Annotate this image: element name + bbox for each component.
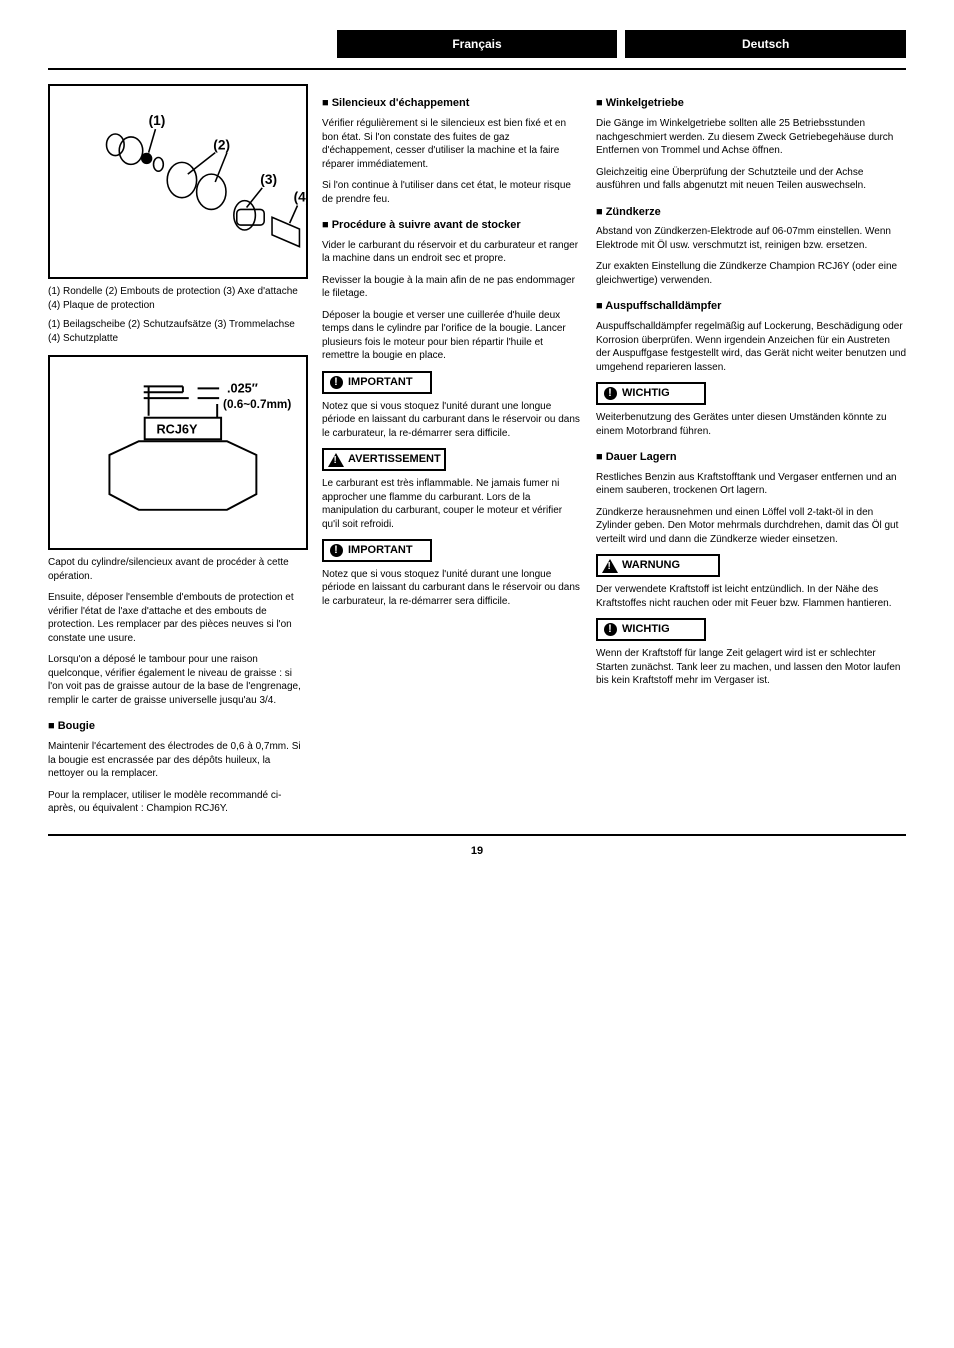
heading-stockage: ■ Procédure à suivre avant de stocker: [322, 218, 582, 233]
rule-top: [48, 68, 906, 70]
heading-zundkerze: ■ Zündkerze: [596, 205, 906, 220]
col1-p2: Lorsqu'on a déposé le tambour pour une r…: [48, 653, 308, 707]
c1-bougie-text: Maintenir l'écartement des électrodes de…: [48, 740, 308, 781]
c2-important-note: Notez que si vous stoquez l'unité durant…: [322, 568, 582, 609]
gap-label-top: .025″: [227, 380, 258, 395]
c2-stock2: Revisser la bougie à la main afin de ne …: [322, 274, 582, 301]
c3-zund2: Zur exakten Einstellung die Zündkerze Ch…: [596, 260, 906, 287]
lang-header-de: Deutsch: [625, 30, 906, 58]
heading-bougie: ■ Bougie: [48, 719, 308, 734]
heading-lagern: ■ Dauer Lagern: [596, 450, 906, 465]
c1-bougie-replace: Pour la remplacer, utiliser le modèle re…: [48, 789, 308, 816]
fig1-callout-1: (1): [149, 113, 166, 128]
callout-important-fr-2: ! IMPORTANT: [322, 539, 432, 562]
fig1-legend-de: (1) Beilagscheibe (2) Schutzaufsätze (3)…: [48, 318, 308, 345]
c2-stock1: Vider le carburant du réservoir et du ca…: [322, 239, 582, 266]
important-icon: !: [603, 623, 617, 637]
gap-label-bot: (0.6~0.7mm): [223, 398, 291, 411]
c3-ausp-wichtig: Weiterbenutzung des Gerätes unter diesen…: [596, 411, 906, 438]
important-icon: !: [603, 387, 617, 401]
callout-important-label: IMPORTANT: [348, 375, 413, 390]
c2-sil1: Vérifier régulièrement si le silencieux …: [322, 117, 582, 171]
c3-warn-text: Der verwendete Kraftstoff ist leicht ent…: [596, 583, 906, 610]
heading-auspuff: ■ Auspuffschalldämpfer: [596, 299, 906, 314]
fig1-callout-3: (3): [260, 172, 277, 187]
callout-warning-fr: AVERTISSEMENT: [322, 448, 446, 471]
heading-silencieux: ■ Silencieux d'échappement: [322, 96, 582, 111]
callout-wichtig-1: ! WICHTIG: [596, 382, 706, 405]
callout-wichtig-label: WICHTIG: [622, 386, 670, 401]
c3-zund1: Abstand von Zündkerzen-Elektrode auf 06-…: [596, 225, 906, 252]
c2-stock3: Déposer la bougie et verser une cuilleré…: [322, 309, 582, 363]
important-icon: !: [329, 375, 343, 389]
callout-important-label2: IMPORTANT: [348, 543, 413, 558]
important-icon: !: [329, 543, 343, 557]
c3-wichtig2: Wenn der Kraftstoff für lange Zeit gelag…: [596, 647, 906, 688]
callout-important-fr-1: ! IMPORTANT: [322, 371, 432, 394]
callout-warnung-label: WARNUNG: [622, 558, 680, 573]
c3-gear1: Die Gänge im Winkelgetriebe sollten alle…: [596, 117, 906, 158]
fig1-callout-2: (2): [213, 138, 230, 153]
callout-wichtig-label2: WICHTIG: [622, 622, 670, 637]
c3-lager1: Restliches Benzin aus Kraftstofftank und…: [596, 471, 906, 498]
spark-plug-model: RCJ6Y: [156, 422, 198, 437]
c2-sil2: Si l'on continue à l'utiliser dans cet é…: [322, 179, 582, 206]
callout-wichtig-2: ! WICHTIG: [596, 618, 706, 641]
warning-icon: [329, 453, 343, 467]
c3-ausp1: Auspuffschalldämpfer regelmäßig auf Lock…: [596, 320, 906, 374]
callout-warnung-de: WARNUNG: [596, 554, 720, 577]
c3-gear2: Gleichzeitig eine Überprüfung der Schutz…: [596, 166, 906, 193]
warning-icon: [603, 559, 617, 573]
page-number: 19: [48, 844, 906, 859]
callout-warning-label-fr: AVERTISSEMENT: [348, 452, 441, 467]
fig1-callout-4: (4): [294, 190, 306, 205]
figure-2: RCJ6Y .025″ (0.6~0.7mm): [48, 355, 308, 550]
lang-header-fr: Français: [337, 30, 618, 58]
c2-warn-text: Le carburant est très inflammable. Ne ja…: [322, 477, 582, 531]
c2-important-text: Notez que si vous stoquez l'unité durant…: [322, 400, 582, 441]
col1-intro: Capot du cylindre/silencieux avant de pr…: [48, 556, 308, 583]
heading-gearcase-de: ■ Winkelgetriebe: [596, 96, 906, 111]
fig1-legend-fr: (1) Rondelle (2) Embouts de protection (…: [48, 285, 308, 312]
col1-p1: Ensuite, déposer l'ensemble d'embouts de…: [48, 591, 308, 645]
figure-1: (1) (2) (3) (4): [48, 84, 308, 279]
rule-bottom: [48, 834, 906, 836]
c3-lager2: Zündkerze herausnehmen und einen Löffel …: [596, 506, 906, 547]
